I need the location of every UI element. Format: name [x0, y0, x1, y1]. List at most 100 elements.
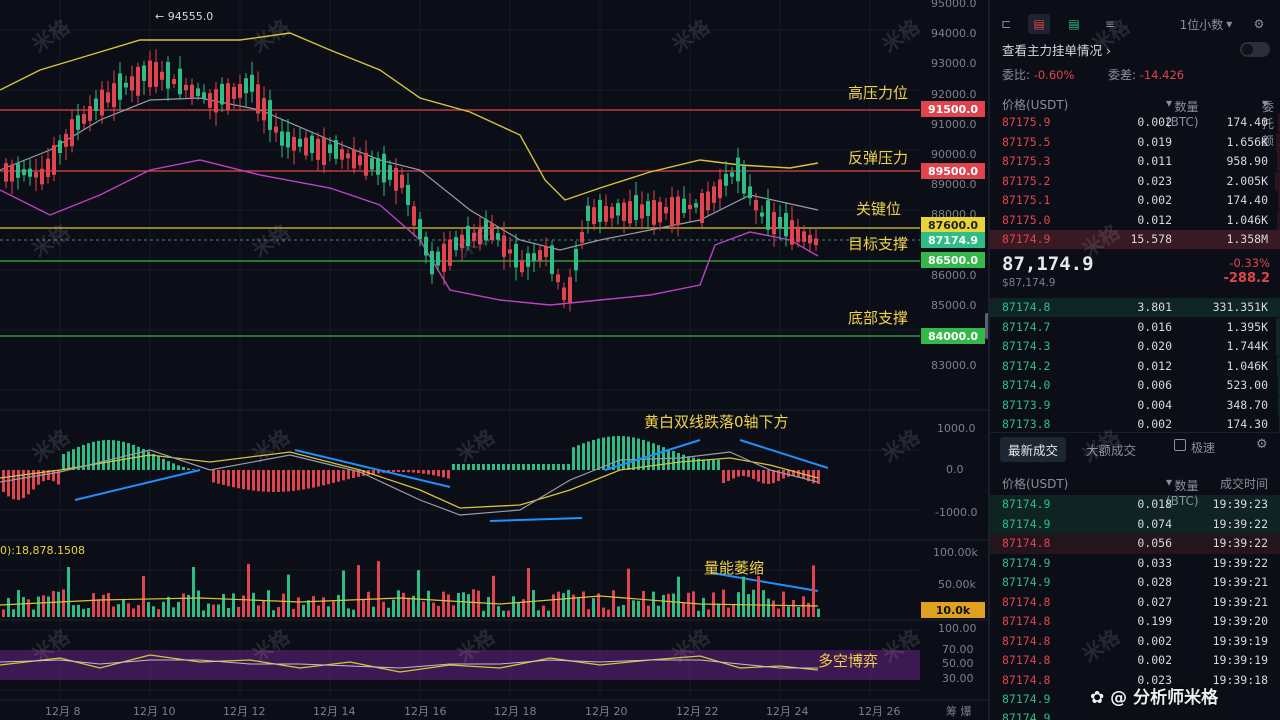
volume-bar [312, 596, 315, 617]
volume-bar [422, 601, 425, 617]
trade-row[interactable]: 87174.8 0.002 19:39:19 [990, 632, 1280, 652]
ask-row[interactable]: 87175.5 0.019 1.656K [990, 132, 1280, 153]
candle-body [298, 138, 302, 147]
volume-bar [177, 601, 180, 617]
ask-row[interactable]: 87175.2 0.023 2.005K [990, 171, 1280, 192]
macd-bar [467, 464, 470, 470]
trade-row[interactable]: 87174.9 0.028 19:39:21 [990, 573, 1280, 593]
macd-y-label: 1000.0 [937, 422, 976, 435]
price-tag-89500: 89500.0 [921, 163, 985, 179]
trade-qty: 0.002 [1137, 633, 1172, 648]
ask-row[interactable]: 87175.3 0.011 958.90 [990, 152, 1280, 172]
layout-bids-icon[interactable]: ▤ [1068, 17, 1080, 31]
macd-bar [627, 436, 630, 470]
ask-row[interactable]: 87175.9 0.002 174.40 [990, 113, 1280, 133]
bid-row[interactable]: 87174.3 0.020 1.744K [990, 337, 1280, 357]
ask-row[interactable]: 87175.1 0.002 174.40 [990, 191, 1280, 211]
main-orders-link[interactable]: 查看主力挂单情况 › [1002, 40, 1111, 59]
trade-price: 87174.9 [1002, 516, 1051, 531]
volume-bar [717, 603, 720, 617]
panel-resize-handle[interactable] [985, 313, 990, 339]
layout-list-icon[interactable]: ≡ [1104, 17, 1116, 31]
layout-asks-icon[interactable]: ▤ [1028, 14, 1050, 34]
depth-select[interactable]: 1位小数 ▾ [1174, 14, 1238, 34]
ask-row[interactable]: 87175.0 0.012 1.046K [990, 210, 1280, 231]
macd-bar [247, 470, 250, 490]
trade-row[interactable]: 87174.9 0.033 19:39:22 [990, 554, 1280, 574]
candle-body [160, 71, 164, 80]
rsi-ma-line [0, 659, 818, 669]
macd-bar [772, 470, 775, 484]
volume-bar [592, 598, 595, 617]
candle-body [280, 131, 284, 146]
tab-latest-trades[interactable]: 最新成交 [1000, 437, 1067, 462]
main-orders-toggle[interactable] [1240, 42, 1270, 57]
macd-bar [117, 440, 120, 470]
trade-row[interactable]: 87174.9 0.074 19:39:22 [990, 514, 1280, 534]
bid-row[interactable]: 87174.2 0.012 1.046K [990, 356, 1280, 377]
bid-row[interactable]: 87174.7 0.016 1.395K [990, 317, 1280, 338]
candle-body [712, 186, 716, 203]
trade-row[interactable]: 87174.9 [990, 690, 1280, 710]
candle-body [364, 152, 368, 176]
y-label: 89000.0 [931, 178, 977, 191]
bid-row[interactable]: 87173.8 0.002 174.30 [990, 415, 1280, 435]
change-value: -288.2 [1223, 271, 1270, 286]
trade-time: 19:39:22 [1212, 536, 1268, 550]
candle-body [784, 212, 788, 237]
volume-bar [802, 596, 805, 617]
kline-chart-svg[interactable] [0, 0, 990, 720]
trade-row[interactable]: 87174.8 0.023 19:39:18 [990, 671, 1280, 691]
trade-row[interactable]: 87174.8 0.056 19:39:22 [990, 534, 1280, 554]
ask-total: 1.046K [1226, 212, 1268, 227]
trade-row[interactable]: 87174.8 0.002 19:39:19 [990, 651, 1280, 671]
trade-row[interactable]: 87174.8 0.199 19:39:20 [990, 612, 1280, 632]
bid-row[interactable]: 87174.0 0.006 523.00 [990, 376, 1280, 396]
macd-bar [167, 461, 170, 470]
volume-bar [552, 594, 555, 617]
macd-bar [687, 456, 690, 470]
candle-body [58, 140, 62, 154]
volume-bar [622, 604, 625, 617]
col-total-header[interactable]: 委托额 ▾ [1261, 96, 1274, 148]
macd-bar [77, 446, 80, 470]
volume-bar [662, 594, 665, 617]
bid-row[interactable]: 87174.8 3.801 331.351K [990, 298, 1280, 318]
volume-bar [632, 600, 635, 617]
macd-bar [742, 470, 745, 477]
macd-bar [592, 439, 595, 470]
candle-body [376, 157, 380, 175]
bid-qty: 3.801 [1137, 300, 1172, 314]
settings-gear-icon[interactable]: ⚙ [1253, 17, 1265, 31]
candle-body [262, 98, 266, 121]
x-label: 12月 8 [45, 705, 81, 718]
macd-y-label: 0.0 [946, 463, 964, 476]
macd-bar [597, 438, 600, 470]
macd-dif-line [0, 449, 819, 516]
macd-bar [357, 470, 360, 477]
bid-row[interactable]: 87173.9 0.004 348.70 [990, 395, 1280, 416]
macd-bar [377, 470, 380, 474]
volume-bar [482, 610, 485, 617]
ask-row[interactable]: 87174.9 15.578 1.358M [990, 230, 1280, 250]
volume-bar [82, 608, 85, 617]
candle-body [802, 231, 806, 242]
trade-row[interactable]: 87174.9 [990, 709, 1280, 720]
macd-bar [587, 441, 590, 470]
volume-bar [92, 593, 95, 617]
trade-qty: 0.018 [1137, 497, 1172, 511]
candle-body [322, 137, 326, 165]
trade-row[interactable]: 87174.8 0.027 19:39:21 [990, 593, 1280, 613]
trade-row[interactable]: 87174.9 0.018 19:39:23 [990, 495, 1280, 515]
col-qty-header[interactable]: 数量 (BTC) ▾ [1165, 96, 1199, 129]
candle-body [100, 89, 104, 116]
tab-big-trades[interactable]: 大额成交 [1086, 443, 1137, 458]
kline-chart-area[interactable]: 95000.0 94000.0 93000.0 92000.0 91000.0 … [0, 0, 990, 720]
fast-checkbox[interactable] [1174, 439, 1186, 451]
info-icon[interactable]: ⚙ [1256, 437, 1268, 452]
candle-body [334, 140, 338, 159]
layout-both-icon[interactable]: ⊏ [1000, 17, 1012, 31]
volume-bar [262, 600, 265, 617]
macd-bar [572, 447, 575, 470]
trade-col-qty[interactable]: 数量 (BTC) ▾ [1165, 475, 1199, 508]
